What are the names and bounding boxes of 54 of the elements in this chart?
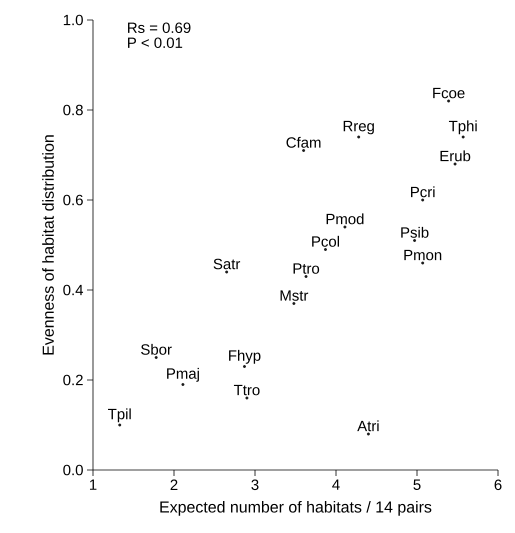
y-tick-label: 0.0 [63, 464, 83, 476]
annotation: Pcol [312, 236, 339, 247]
annotation: Tpil [108, 408, 131, 422]
y-axis-title: Evenness of habitat distribution [42, 135, 54, 354]
annotation: Rs = 0.69 [128, 22, 190, 34]
annotation: Fcoe [433, 88, 465, 98]
x-tick-label: 1 [90, 480, 96, 490]
annotation: Atri [357, 420, 379, 432]
annotation: Erub [440, 150, 470, 162]
y-tick-label: 0.8 [63, 104, 83, 116]
annotation: Sbor [141, 344, 172, 355]
point [343, 226, 346, 228]
annotation: Ttro [234, 384, 260, 396]
point [302, 148, 306, 152]
annotation: Ptro [294, 263, 320, 274]
annotation: Cfam [286, 136, 320, 148]
annotation: Fhyp [229, 350, 260, 364]
point [447, 99, 450, 102]
point [421, 262, 424, 264]
x-tick-label: 5 [413, 480, 421, 490]
point [242, 365, 246, 368]
point [292, 302, 296, 305]
point [245, 396, 248, 400]
y-tick-label: 0.4 [63, 284, 84, 296]
y-tick-label: 0.2 [63, 374, 83, 386]
point [304, 275, 308, 278]
point [324, 248, 327, 251]
annotation: Pmaj [167, 368, 199, 382]
point [154, 356, 158, 359]
x-tick-label: 6 [494, 480, 502, 490]
x-tick-label: 4 [332, 480, 340, 490]
y-tick-label: 1.0 [64, 14, 83, 26]
annotation: Satr [214, 258, 240, 270]
annotation: P < 0.01 [128, 37, 182, 48]
point [454, 162, 457, 166]
annotation: Mstr [280, 290, 308, 301]
point [421, 198, 424, 202]
point [366, 432, 370, 436]
annotation: Pmon [404, 250, 442, 260]
x-tick-label: 2 [170, 480, 178, 490]
annotation: Psib [401, 226, 428, 238]
point [413, 239, 416, 242]
point [462, 135, 465, 138]
x-tick-label: 3 [251, 480, 259, 490]
point [181, 383, 184, 386]
annotation: Pmod [326, 213, 364, 224]
annotation: Rreg [344, 120, 374, 134]
annotation: Tphi [448, 120, 477, 134]
point [357, 135, 360, 138]
point [118, 424, 122, 426]
y-tick-label: 0.6 [63, 194, 83, 206]
x-axis-title: Expected number of habitats / 14 pairs [160, 500, 432, 516]
annotation: Pcri [411, 186, 435, 198]
point [225, 270, 228, 274]
